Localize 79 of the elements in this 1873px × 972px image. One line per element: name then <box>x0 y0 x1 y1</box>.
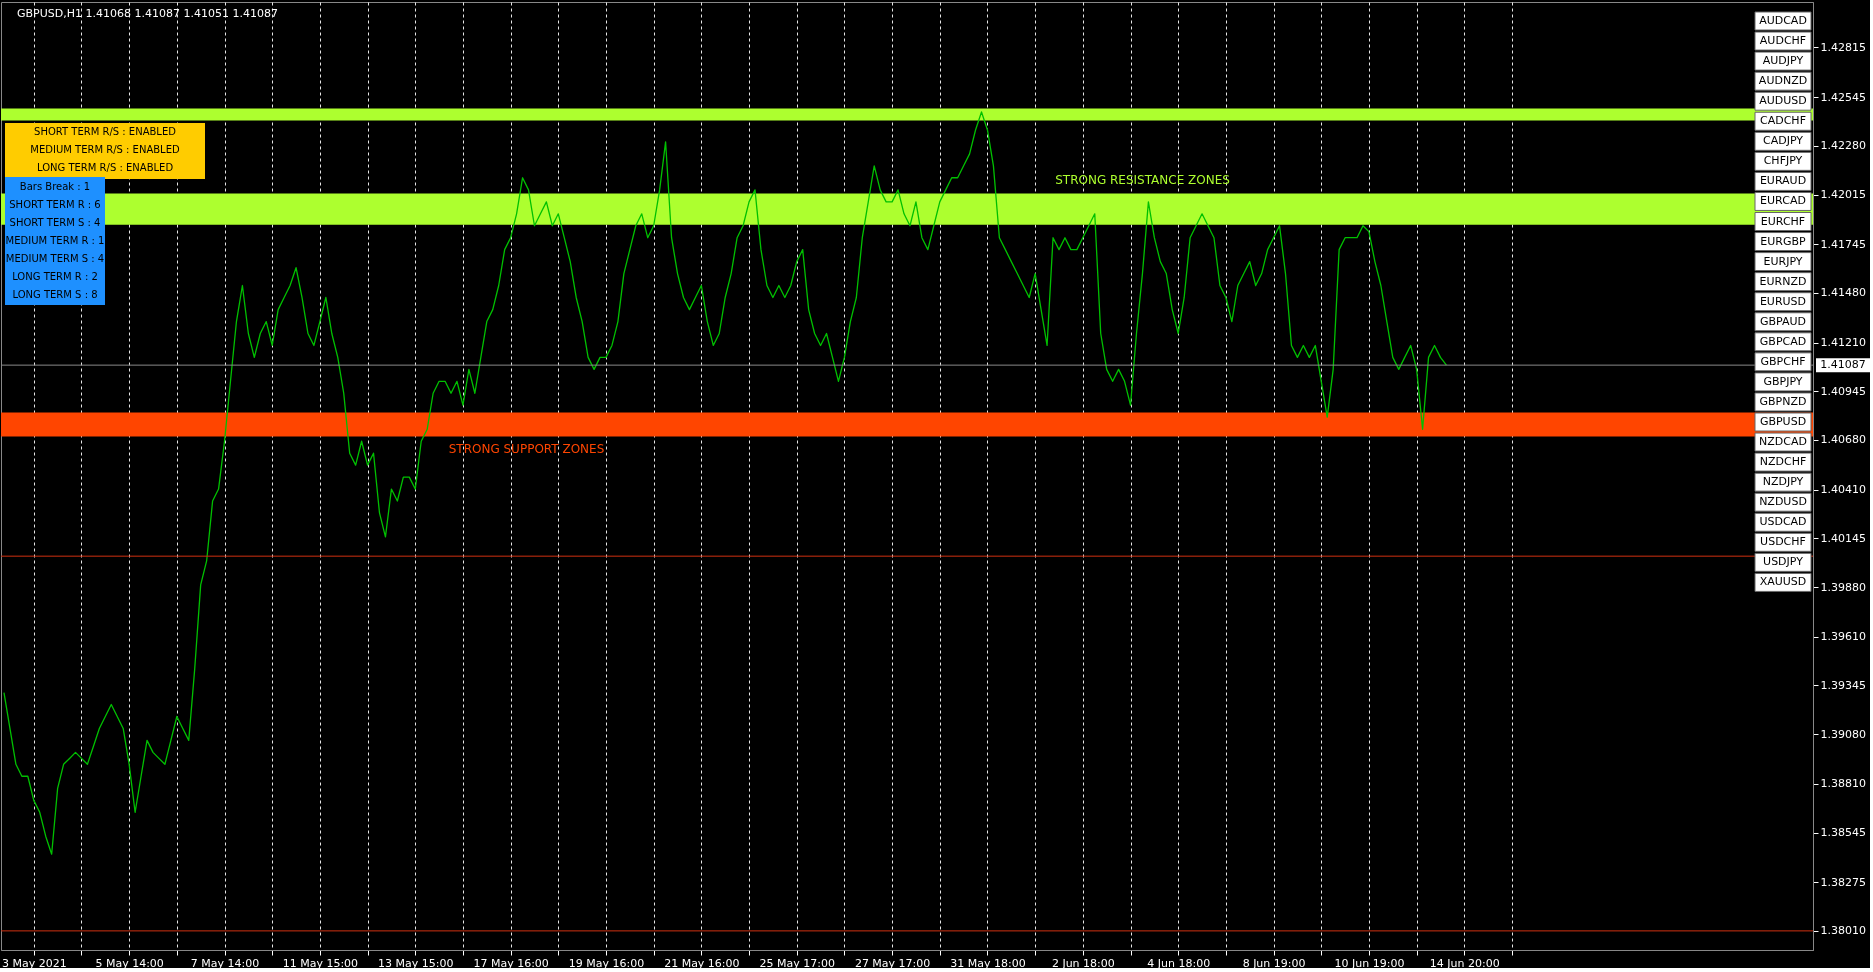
y-tick-label: 1.40145 <box>1820 531 1866 545</box>
annotation: CADJPY <box>1762 134 1804 148</box>
annotation: EURCAD <box>1760 194 1806 208</box>
line-series <box>3 111 1448 855</box>
annotation: GBPNZD <box>1759 394 1807 408</box>
annotation: NZDJPY <box>1762 475 1804 489</box>
annotation: USDJPY <box>1763 555 1804 569</box>
annotation: USDCHF <box>1760 535 1806 549</box>
y-tick-label: 1.41210 <box>1820 336 1866 350</box>
y-tick-label: 1.42815 <box>1820 40 1866 54</box>
x-tick-label: 13 May 15:00 <box>378 956 454 970</box>
annotation: AUDJPY <box>1762 54 1804 68</box>
annotation: CADCHF <box>1760 114 1806 128</box>
annotation: GBPAUD <box>1759 314 1807 328</box>
annotation: MEDIUM TERM R : 1 <box>5 235 105 246</box>
x-tick-label: 31 May 18:00 <box>950 956 1026 970</box>
x-tick-label: 21 May 16:00 <box>664 956 740 970</box>
annotation: LONG TERM R/S : ENABLED <box>36 162 174 173</box>
y-tick-label: 1.42015 <box>1820 188 1866 202</box>
annotation: GBPCHF <box>1760 354 1806 368</box>
annotation: GBPUSD <box>1759 415 1807 428</box>
x-tick-label: 3 May 2021 <box>1 956 67 970</box>
annotation: USDCAD <box>1759 515 1807 529</box>
y-tick-label: 1.42280 <box>1820 139 1866 153</box>
annotation: NZDCHF <box>1759 455 1807 469</box>
y-tick-label: 1.42545 <box>1820 90 1866 104</box>
annotation: GBPJPY <box>1763 374 1803 388</box>
annotation: AUDUSD <box>1759 94 1807 108</box>
annotation: AUDNZD <box>1758 74 1808 88</box>
y-tick-label: 1.39880 <box>1820 580 1866 594</box>
y-tick-label: 1.39080 <box>1820 727 1866 741</box>
annotation: CHFJPY <box>1763 154 1803 168</box>
annotation: AUDCAD <box>1759 14 1807 27</box>
annotation: EURJPY <box>1763 254 1803 268</box>
y-tick-label: 1.40680 <box>1820 433 1866 447</box>
x-tick-label: 27 May 17:00 <box>854 956 931 970</box>
annotation: SHORT TERM S : 4 <box>9 217 101 228</box>
y-tick-label: 1.38275 <box>1820 875 1866 889</box>
x-tick-label: 10 Jun 19:00 <box>1334 956 1405 970</box>
x-tick-label: 4 Jun 18:00 <box>1147 956 1211 970</box>
x-tick-label: 7 May 14:00 <box>190 956 260 970</box>
annotation: NZDUSD <box>1759 495 1807 509</box>
annotation: EURAUD <box>1759 174 1807 188</box>
y-tick-label: 1.40410 <box>1820 483 1866 497</box>
x-tick-label: 25 May 17:00 <box>759 956 835 970</box>
x-tick-label: 14 Jun 20:00 <box>1429 956 1500 970</box>
y-tick-label: 1.38545 <box>1820 826 1866 840</box>
annotation: SHORT TERM R/S : ENABLED <box>34 126 177 137</box>
annotation: MEDIUM TERM R/S : ENABLED <box>30 144 180 155</box>
annotation: XAUUSD <box>1759 575 1807 589</box>
annotation: NZDCAD <box>1759 435 1807 449</box>
y-tick-label: 1.38010 <box>1820 924 1866 938</box>
annotation: LONG TERM S : 8 <box>12 289 98 300</box>
annotation: EURGBP <box>1760 234 1807 248</box>
y-tick-label: 1.39610 <box>1820 630 1866 644</box>
annotation: Bars Break : 1 <box>19 181 91 192</box>
y-tick-label: 1.41480 <box>1820 286 1866 300</box>
band-label: STRONG SUPPORT ZONES <box>448 442 605 457</box>
x-tick-label: 17 May 16:00 <box>473 956 549 970</box>
annotation: EURNZD <box>1759 274 1807 288</box>
annotation: EURCHF <box>1760 214 1806 228</box>
annotation: AUDCHF <box>1759 34 1807 48</box>
y-tick-label: 1.41745 <box>1820 237 1866 251</box>
x-tick-label: 11 May 15:00 <box>282 956 359 970</box>
annotation: EURUSD <box>1759 294 1807 308</box>
annotation: LONG TERM R : 2 <box>12 271 98 282</box>
annotation: MEDIUM TERM S : 4 <box>5 253 105 264</box>
band-label: STRONG RESISTANCE ZONES <box>1055 173 1230 188</box>
y-tick-label: 1.40945 <box>1820 384 1866 398</box>
x-tick-label: 8 Jun 19:00 <box>1242 956 1306 970</box>
x-tick-label: 5 May 14:00 <box>95 956 164 970</box>
chart-title: GBPUSD,H1 1.41068 1.41087 1.41051 1.41087 <box>17 7 278 20</box>
annotation: GBPCAD <box>1759 334 1807 348</box>
x-tick-label: 19 May 16:00 <box>568 956 645 970</box>
annotation: SHORT TERM R : 6 <box>9 199 101 210</box>
x-tick-label: 2 Jun 18:00 <box>1051 956 1115 970</box>
ref-line-label: 1.41087 <box>1820 358 1866 372</box>
y-tick-label: 1.38810 <box>1820 777 1866 791</box>
y-tick-label: 1.39345 <box>1820 678 1866 692</box>
